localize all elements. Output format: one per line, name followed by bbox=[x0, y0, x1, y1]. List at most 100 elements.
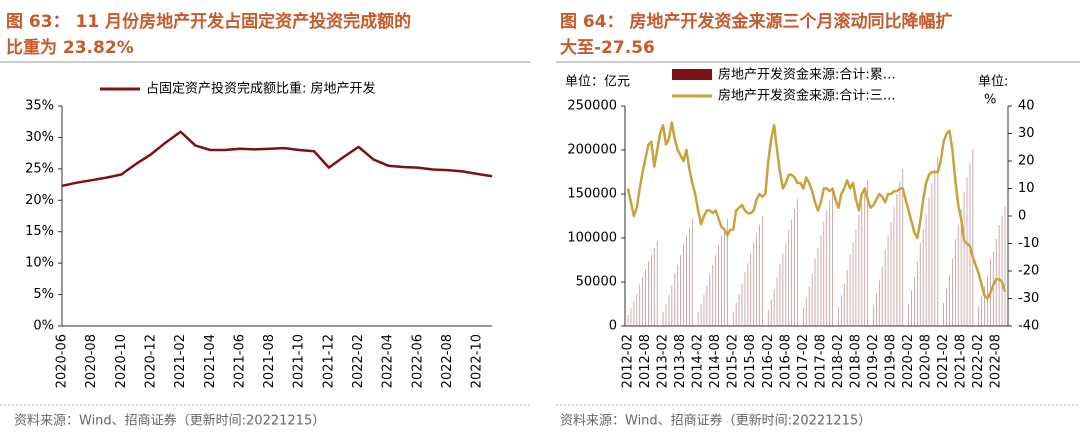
y-unit: 单位：亿元 bbox=[565, 75, 630, 90]
x-tick-label: 2012-08 bbox=[638, 334, 653, 388]
bar bbox=[849, 254, 851, 326]
bar bbox=[627, 315, 629, 326]
bar bbox=[902, 168, 904, 326]
bar bbox=[630, 308, 632, 326]
x-tick-label: 2021-08 bbox=[954, 334, 969, 388]
bar bbox=[653, 247, 655, 326]
bar bbox=[782, 253, 784, 326]
bar bbox=[878, 280, 880, 326]
bar bbox=[966, 177, 968, 326]
bar bbox=[712, 264, 714, 326]
bar bbox=[633, 301, 635, 326]
chart-title: 大至-27.56 bbox=[560, 37, 655, 58]
bar bbox=[922, 229, 924, 326]
y-tick-label: 30% bbox=[25, 130, 54, 145]
bar bbox=[721, 235, 722, 326]
bar bbox=[873, 305, 874, 326]
y-tick-label: 100000 bbox=[567, 231, 617, 246]
y-tick-label: -40 bbox=[1018, 319, 1039, 334]
bar bbox=[864, 191, 866, 326]
x-tick-label: 2013-08 bbox=[673, 334, 688, 388]
bar bbox=[949, 274, 950, 326]
x-tick-label: 2015-02 bbox=[726, 334, 741, 388]
bar bbox=[916, 261, 918, 326]
bar bbox=[648, 261, 649, 326]
bar bbox=[738, 294, 740, 326]
bar bbox=[829, 199, 831, 326]
bar bbox=[987, 275, 988, 326]
x-tick-label: 2019-02 bbox=[866, 334, 881, 388]
x-tick-label: 2019-08 bbox=[884, 334, 899, 388]
bar bbox=[703, 294, 705, 326]
x-tick-label: 2015-08 bbox=[743, 334, 758, 388]
x-tick-label: 2022-06 bbox=[410, 334, 425, 388]
bar bbox=[984, 286, 985, 326]
bar bbox=[718, 244, 719, 326]
bar bbox=[995, 239, 997, 326]
bar bbox=[779, 263, 781, 326]
y-tick-label: 35% bbox=[25, 99, 54, 114]
bar bbox=[791, 219, 793, 326]
y-tick-label: -10 bbox=[1018, 236, 1039, 251]
x-tick-label: 2012-02 bbox=[621, 334, 636, 388]
bar bbox=[908, 303, 909, 326]
bar bbox=[697, 312, 699, 326]
bar bbox=[785, 242, 787, 326]
y-tick-label: -30 bbox=[1018, 291, 1039, 306]
line-series bbox=[61, 130, 493, 188]
y-tick-label: 0% bbox=[33, 319, 54, 334]
bar bbox=[683, 244, 684, 326]
bar bbox=[811, 273, 813, 326]
x-tick-label: 2020-10 bbox=[114, 334, 129, 388]
bar bbox=[846, 270, 848, 326]
bar bbox=[934, 169, 936, 326]
bar bbox=[981, 295, 983, 326]
x-tick-label: 2021-02 bbox=[173, 334, 188, 388]
bar bbox=[963, 191, 965, 326]
bar bbox=[855, 229, 857, 326]
chart-title: 图 64： 房地产开发资金来源三个月滚动同比降幅扩 bbox=[560, 11, 953, 32]
bar bbox=[639, 284, 641, 326]
x-tick-label: 2022-08 bbox=[989, 334, 1004, 388]
y-tick-label: 250000 bbox=[567, 99, 617, 114]
bar bbox=[741, 284, 743, 326]
bar bbox=[773, 289, 775, 326]
x-tick-label: 2017-08 bbox=[813, 334, 828, 388]
y2-unit: % bbox=[984, 93, 996, 108]
y-tick-label: 30 bbox=[1018, 126, 1035, 141]
bar bbox=[876, 293, 877, 326]
bar bbox=[709, 273, 711, 326]
line-series bbox=[626, 121, 1007, 300]
bar bbox=[724, 227, 725, 326]
source-note: 资料来源：Wind、招商证券（更新时间:20221215） bbox=[560, 413, 871, 429]
bar bbox=[805, 297, 807, 326]
bar bbox=[650, 254, 652, 326]
x-tick-label: 2017-02 bbox=[796, 334, 811, 388]
bar bbox=[686, 235, 687, 326]
bar bbox=[671, 285, 673, 326]
bar bbox=[794, 209, 795, 326]
bar bbox=[893, 206, 895, 326]
bar bbox=[838, 306, 839, 326]
bar bbox=[931, 183, 933, 326]
bar bbox=[843, 283, 845, 326]
x-tick-label: 2014-02 bbox=[691, 334, 706, 388]
x-tick-label: 2016-02 bbox=[761, 334, 776, 388]
bar bbox=[899, 181, 901, 326]
bar bbox=[802, 308, 804, 326]
bar bbox=[636, 293, 638, 326]
legend-label: 房地产开发资金来源:合计:累… bbox=[718, 67, 896, 83]
bar bbox=[972, 149, 974, 326]
x-tick-label: 2020-08 bbox=[919, 334, 934, 388]
legend-label: 占固定资产投资完成额比重: 房地产开发 bbox=[146, 81, 376, 97]
bar bbox=[957, 225, 959, 326]
bar bbox=[677, 264, 679, 326]
bar bbox=[735, 302, 737, 326]
bar bbox=[946, 288, 947, 326]
bar bbox=[770, 299, 772, 326]
x-tick-label: 2016-08 bbox=[778, 334, 793, 388]
bar bbox=[960, 209, 962, 326]
y-tick-label: 5% bbox=[33, 287, 54, 302]
